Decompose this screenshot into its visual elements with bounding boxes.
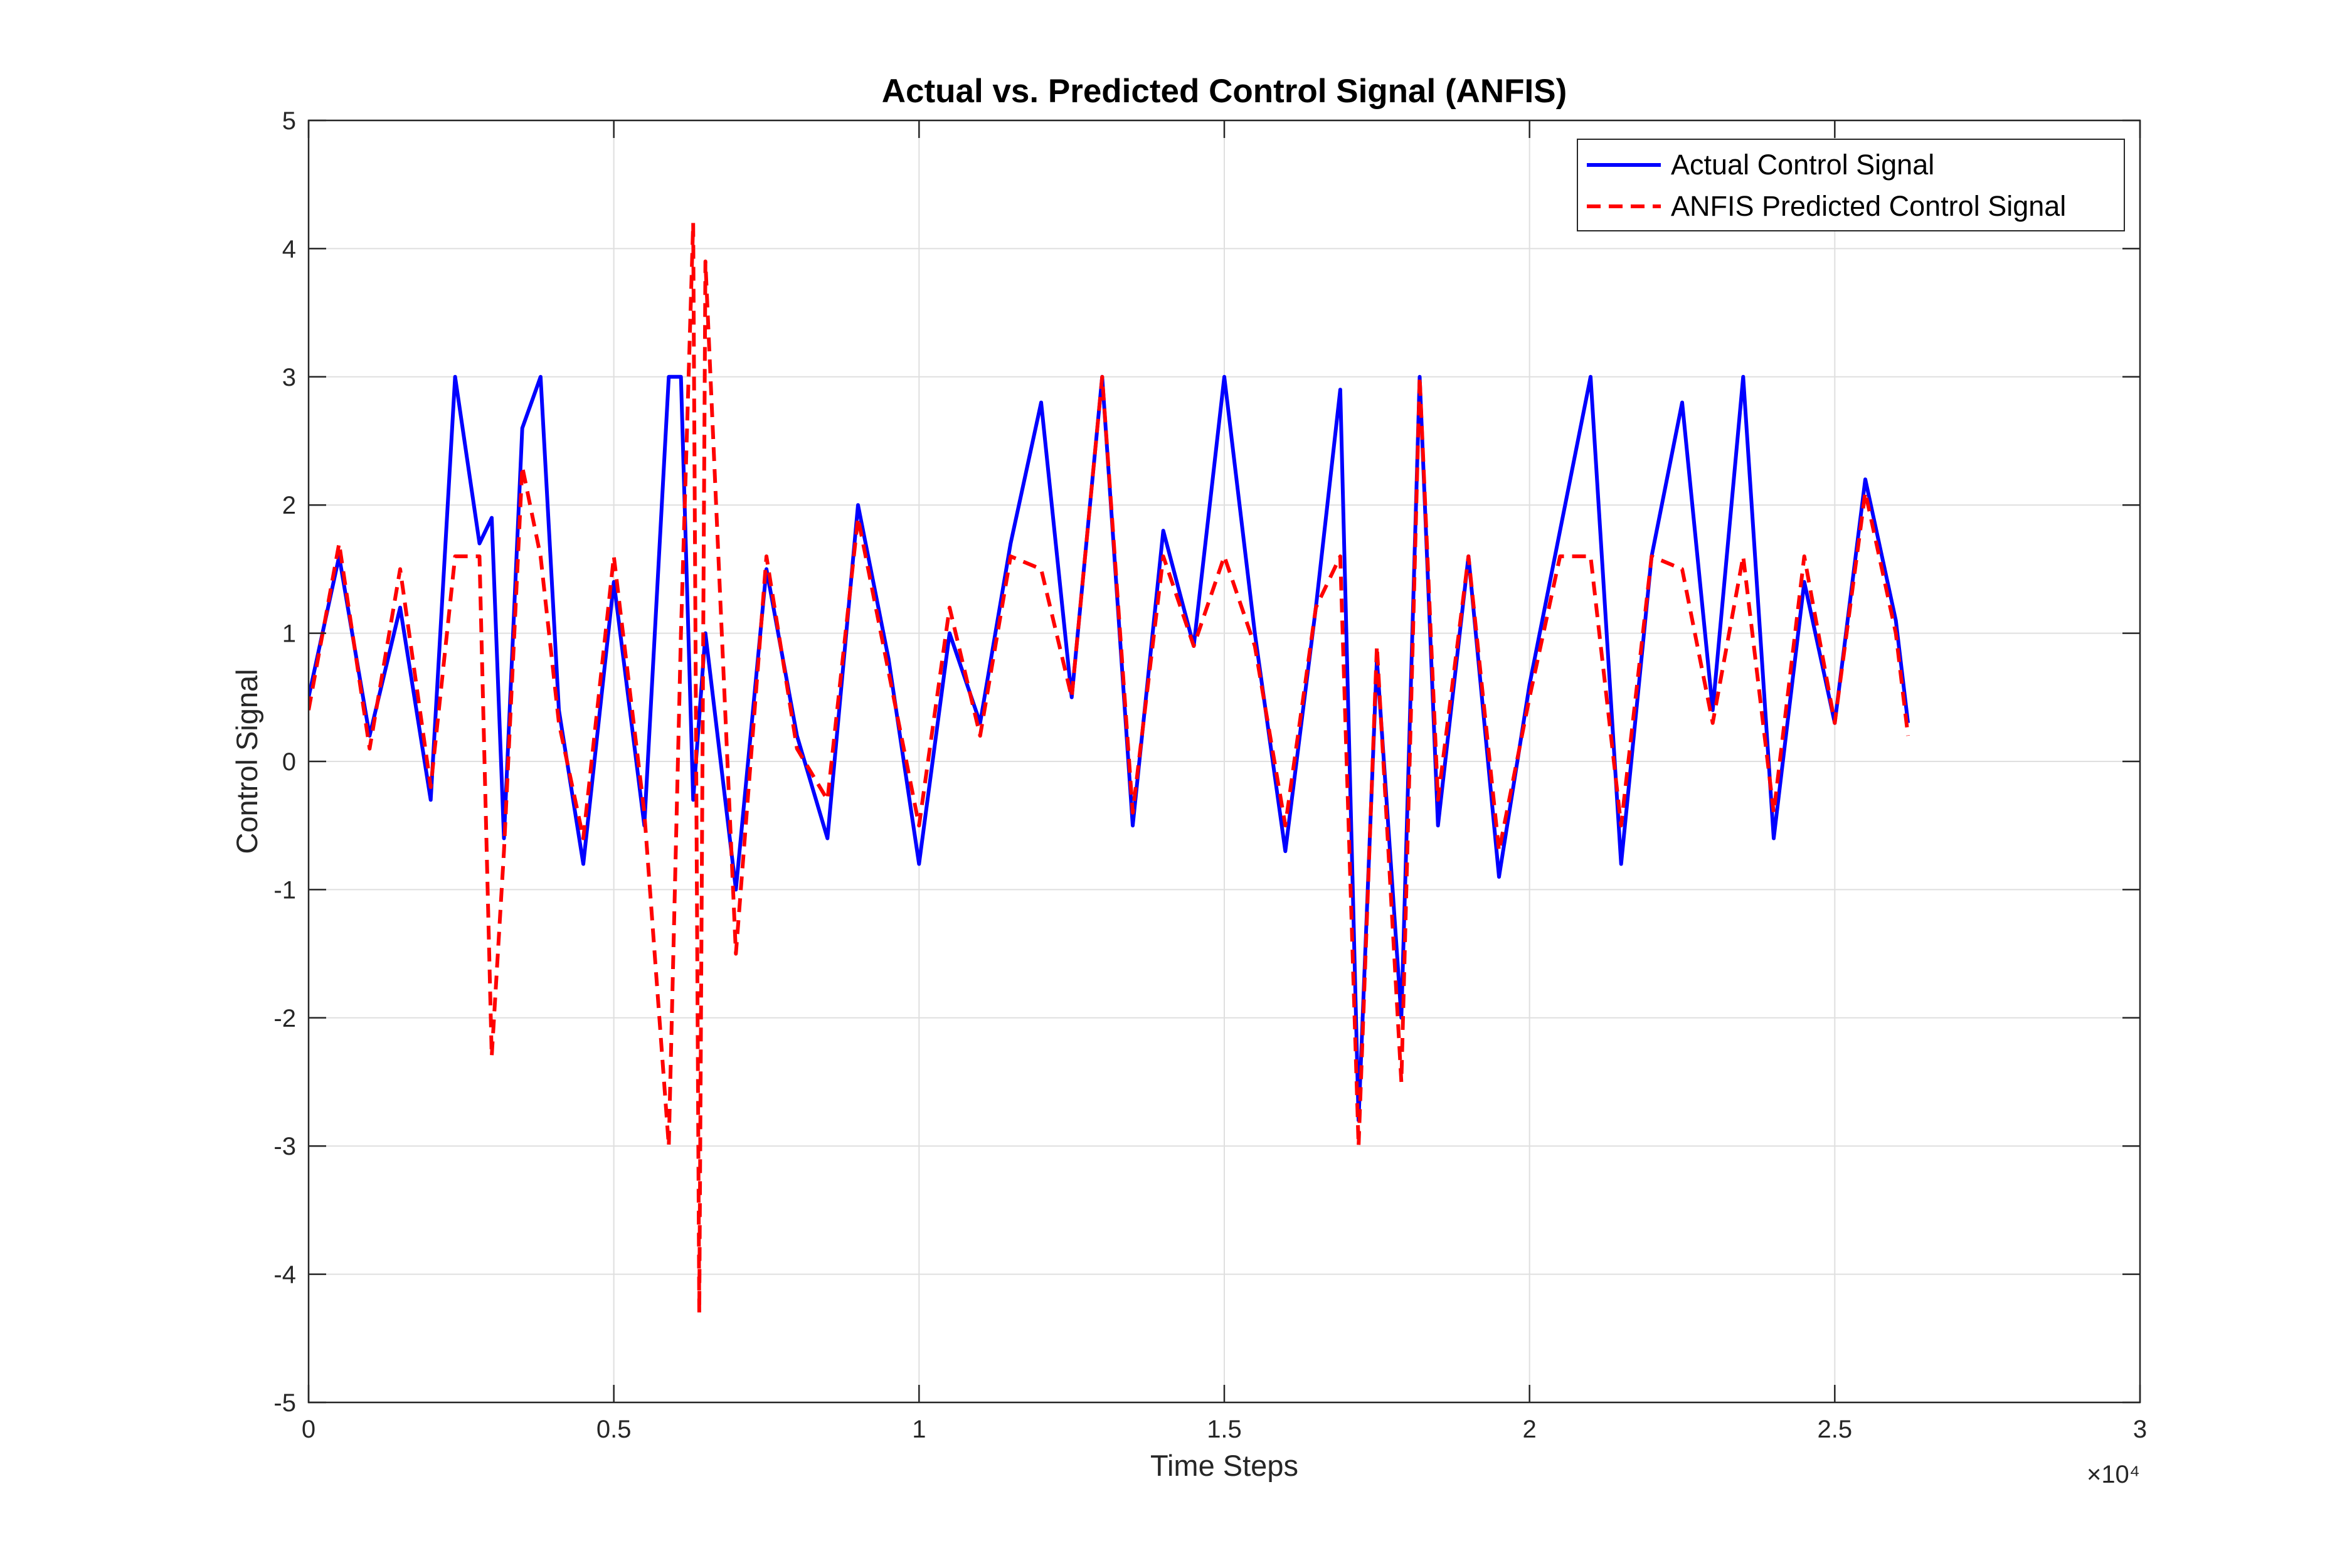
- chart-title: Actual vs. Predicted Control Signal (ANF…: [882, 73, 1567, 110]
- plot-series: [309, 221, 1910, 1315]
- x-tick-label: 0.5: [596, 1416, 632, 1443]
- y-tick-label: -3: [273, 1133, 296, 1160]
- x-tick-label: 0: [302, 1416, 315, 1443]
- y-tick-label: 5: [282, 107, 296, 135]
- y-tick-label: 1: [282, 620, 296, 648]
- y-tick-label: 3: [282, 364, 296, 391]
- legend-label-predicted: ANFIS Predicted Control Signal: [1671, 190, 2066, 222]
- y-tick-label: 0: [282, 748, 296, 776]
- y-tick-label: -5: [273, 1389, 296, 1417]
- axis-ticks: 0 0.5 1 1.5 2 2.5 3 -5 -4 -3 -2 -1 0 1 2 3 4 5: [273, 107, 2147, 1443]
- series-predicted-line: [309, 221, 1910, 1315]
- x-tick-label: 2: [1523, 1416, 1537, 1443]
- y-axis-label: Control Signal: [230, 669, 263, 854]
- legend-label-actual: Actual Control Signal: [1671, 149, 1934, 181]
- y-tick-label: -4: [273, 1261, 296, 1289]
- legend-box: [1577, 139, 2125, 231]
- y-tick-label: -1: [273, 876, 296, 904]
- x-tick-label: 1: [912, 1416, 926, 1443]
- y-tick-label: -2: [273, 1005, 296, 1032]
- x-axis-multiplier-label: ×10⁴: [2087, 1461, 2140, 1488]
- y-tick-label: 2: [282, 492, 296, 519]
- x-tick-label: 3: [2133, 1416, 2147, 1443]
- x-tick-label: 1.5: [1207, 1416, 1242, 1443]
- series-actual-line: [309, 374, 1910, 1123]
- x-axis-label: Time Steps: [1150, 1449, 1298, 1482]
- x-tick-label: 2.5: [1818, 1416, 1853, 1443]
- legend: Actual Control Signal ANFIS Predicted Co…: [1577, 139, 2125, 231]
- y-tick-label: 4: [282, 235, 296, 263]
